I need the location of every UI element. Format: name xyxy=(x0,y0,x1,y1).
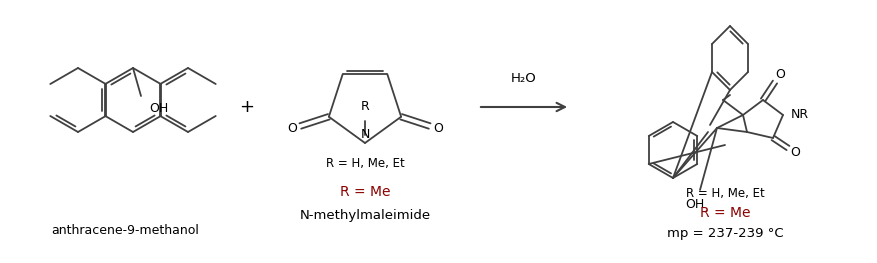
Text: O: O xyxy=(433,122,443,135)
Text: R = Me: R = Me xyxy=(699,206,749,220)
Text: O: O xyxy=(774,68,784,80)
Text: +: + xyxy=(239,98,254,116)
Text: R = H, Me, Et: R = H, Me, Et xyxy=(325,156,404,169)
Text: anthracene-9-methanol: anthracene-9-methanol xyxy=(51,224,199,236)
Text: R = Me: R = Me xyxy=(339,185,389,199)
Text: N-methylmaleimide: N-methylmaleimide xyxy=(299,209,430,221)
Text: H₂O: H₂O xyxy=(510,72,536,84)
Text: O: O xyxy=(287,122,296,135)
Text: mp = 237-239 °C: mp = 237-239 °C xyxy=(666,227,782,240)
Text: R: R xyxy=(360,100,369,113)
Text: O: O xyxy=(789,146,799,159)
Text: OH: OH xyxy=(685,198,704,210)
Text: N: N xyxy=(360,128,369,141)
Text: NR: NR xyxy=(790,109,809,122)
Text: OH: OH xyxy=(149,102,168,114)
Text: R = H, Me, Et: R = H, Me, Et xyxy=(685,186,764,200)
